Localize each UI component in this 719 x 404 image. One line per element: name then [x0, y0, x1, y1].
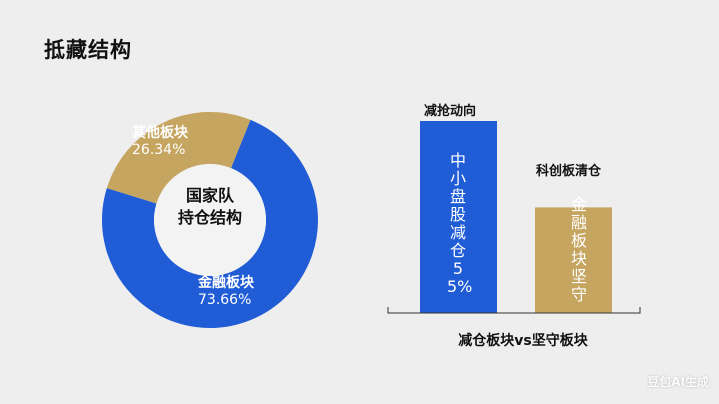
slice-label-other: 其他板块 26.34%	[132, 125, 188, 159]
bar-text-2: 金融板块坚守	[570, 195, 587, 304]
donut-hole	[154, 164, 266, 276]
bar-title-1: 减抢动向	[424, 104, 477, 119]
slice-finance	[101, 119, 318, 329]
center-label-line-2: 持仓结构	[177, 208, 242, 227]
donut-chart	[101, 112, 318, 329]
bar-chart	[387, 121, 641, 314]
slice-value-finance: 73.66%	[198, 292, 252, 308]
slice-value-other: 26.34%	[132, 142, 186, 158]
center-label-line-1: 国家队	[185, 186, 234, 205]
x-axis-bracket	[387, 307, 641, 314]
slice-label-finance: 金融板块 73.66%	[198, 275, 254, 309]
watermark: 豆包AI生成	[647, 375, 709, 389]
bar-title-2: 科创板清仓	[536, 164, 602, 179]
bar-hold	[535, 207, 612, 313]
bar-chart-xlabel: 减仓板块vs坚守板块	[458, 333, 588, 349]
slice-other	[106, 112, 251, 204]
bar-reduce	[420, 121, 497, 313]
slice-name-finance: 金融板块	[198, 275, 254, 291]
page-title: 抵藏结构	[44, 38, 132, 62]
bar-text-1: 中小盘股减仓55%	[447, 151, 473, 296]
donut-center-label: 国家队 持仓结构	[150, 185, 270, 229]
slice-name-other: 其他板块	[132, 125, 188, 141]
